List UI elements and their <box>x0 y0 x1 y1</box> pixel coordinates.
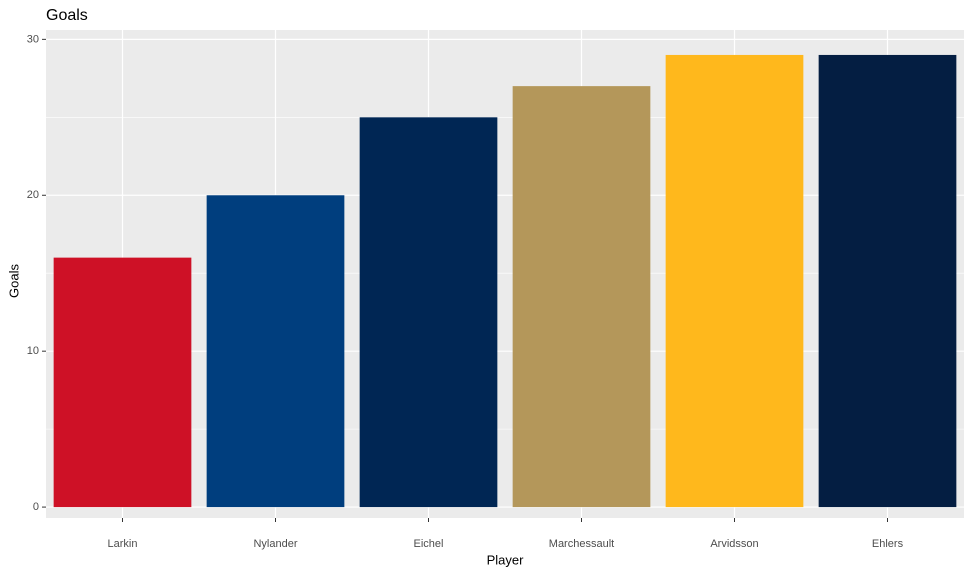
x-tick-label: Larkin <box>108 538 138 550</box>
x-axis-title: Player <box>487 552 525 567</box>
bar <box>359 117 498 508</box>
x-tick-label: Eichel <box>414 538 444 550</box>
bar <box>665 54 804 508</box>
bar <box>512 86 651 508</box>
bar <box>818 54 957 508</box>
x-tick-label: Arvidsson <box>710 538 758 550</box>
y-tick-label: 10 <box>27 345 39 357</box>
chart-title: Goals <box>46 7 88 24</box>
y-axis-title: Goals <box>6 264 21 298</box>
y-tick-label: 20 <box>27 189 39 201</box>
bar <box>53 257 192 508</box>
plot-panel <box>46 30 964 518</box>
y-tick-label: 30 <box>27 33 39 45</box>
bar <box>206 195 345 508</box>
y-tick-label: 0 <box>33 501 39 513</box>
x-tick-label: Nylander <box>253 538 297 550</box>
x-tick-label: Ehlers <box>872 538 904 550</box>
x-tick-label: Marchessault <box>549 538 614 550</box>
